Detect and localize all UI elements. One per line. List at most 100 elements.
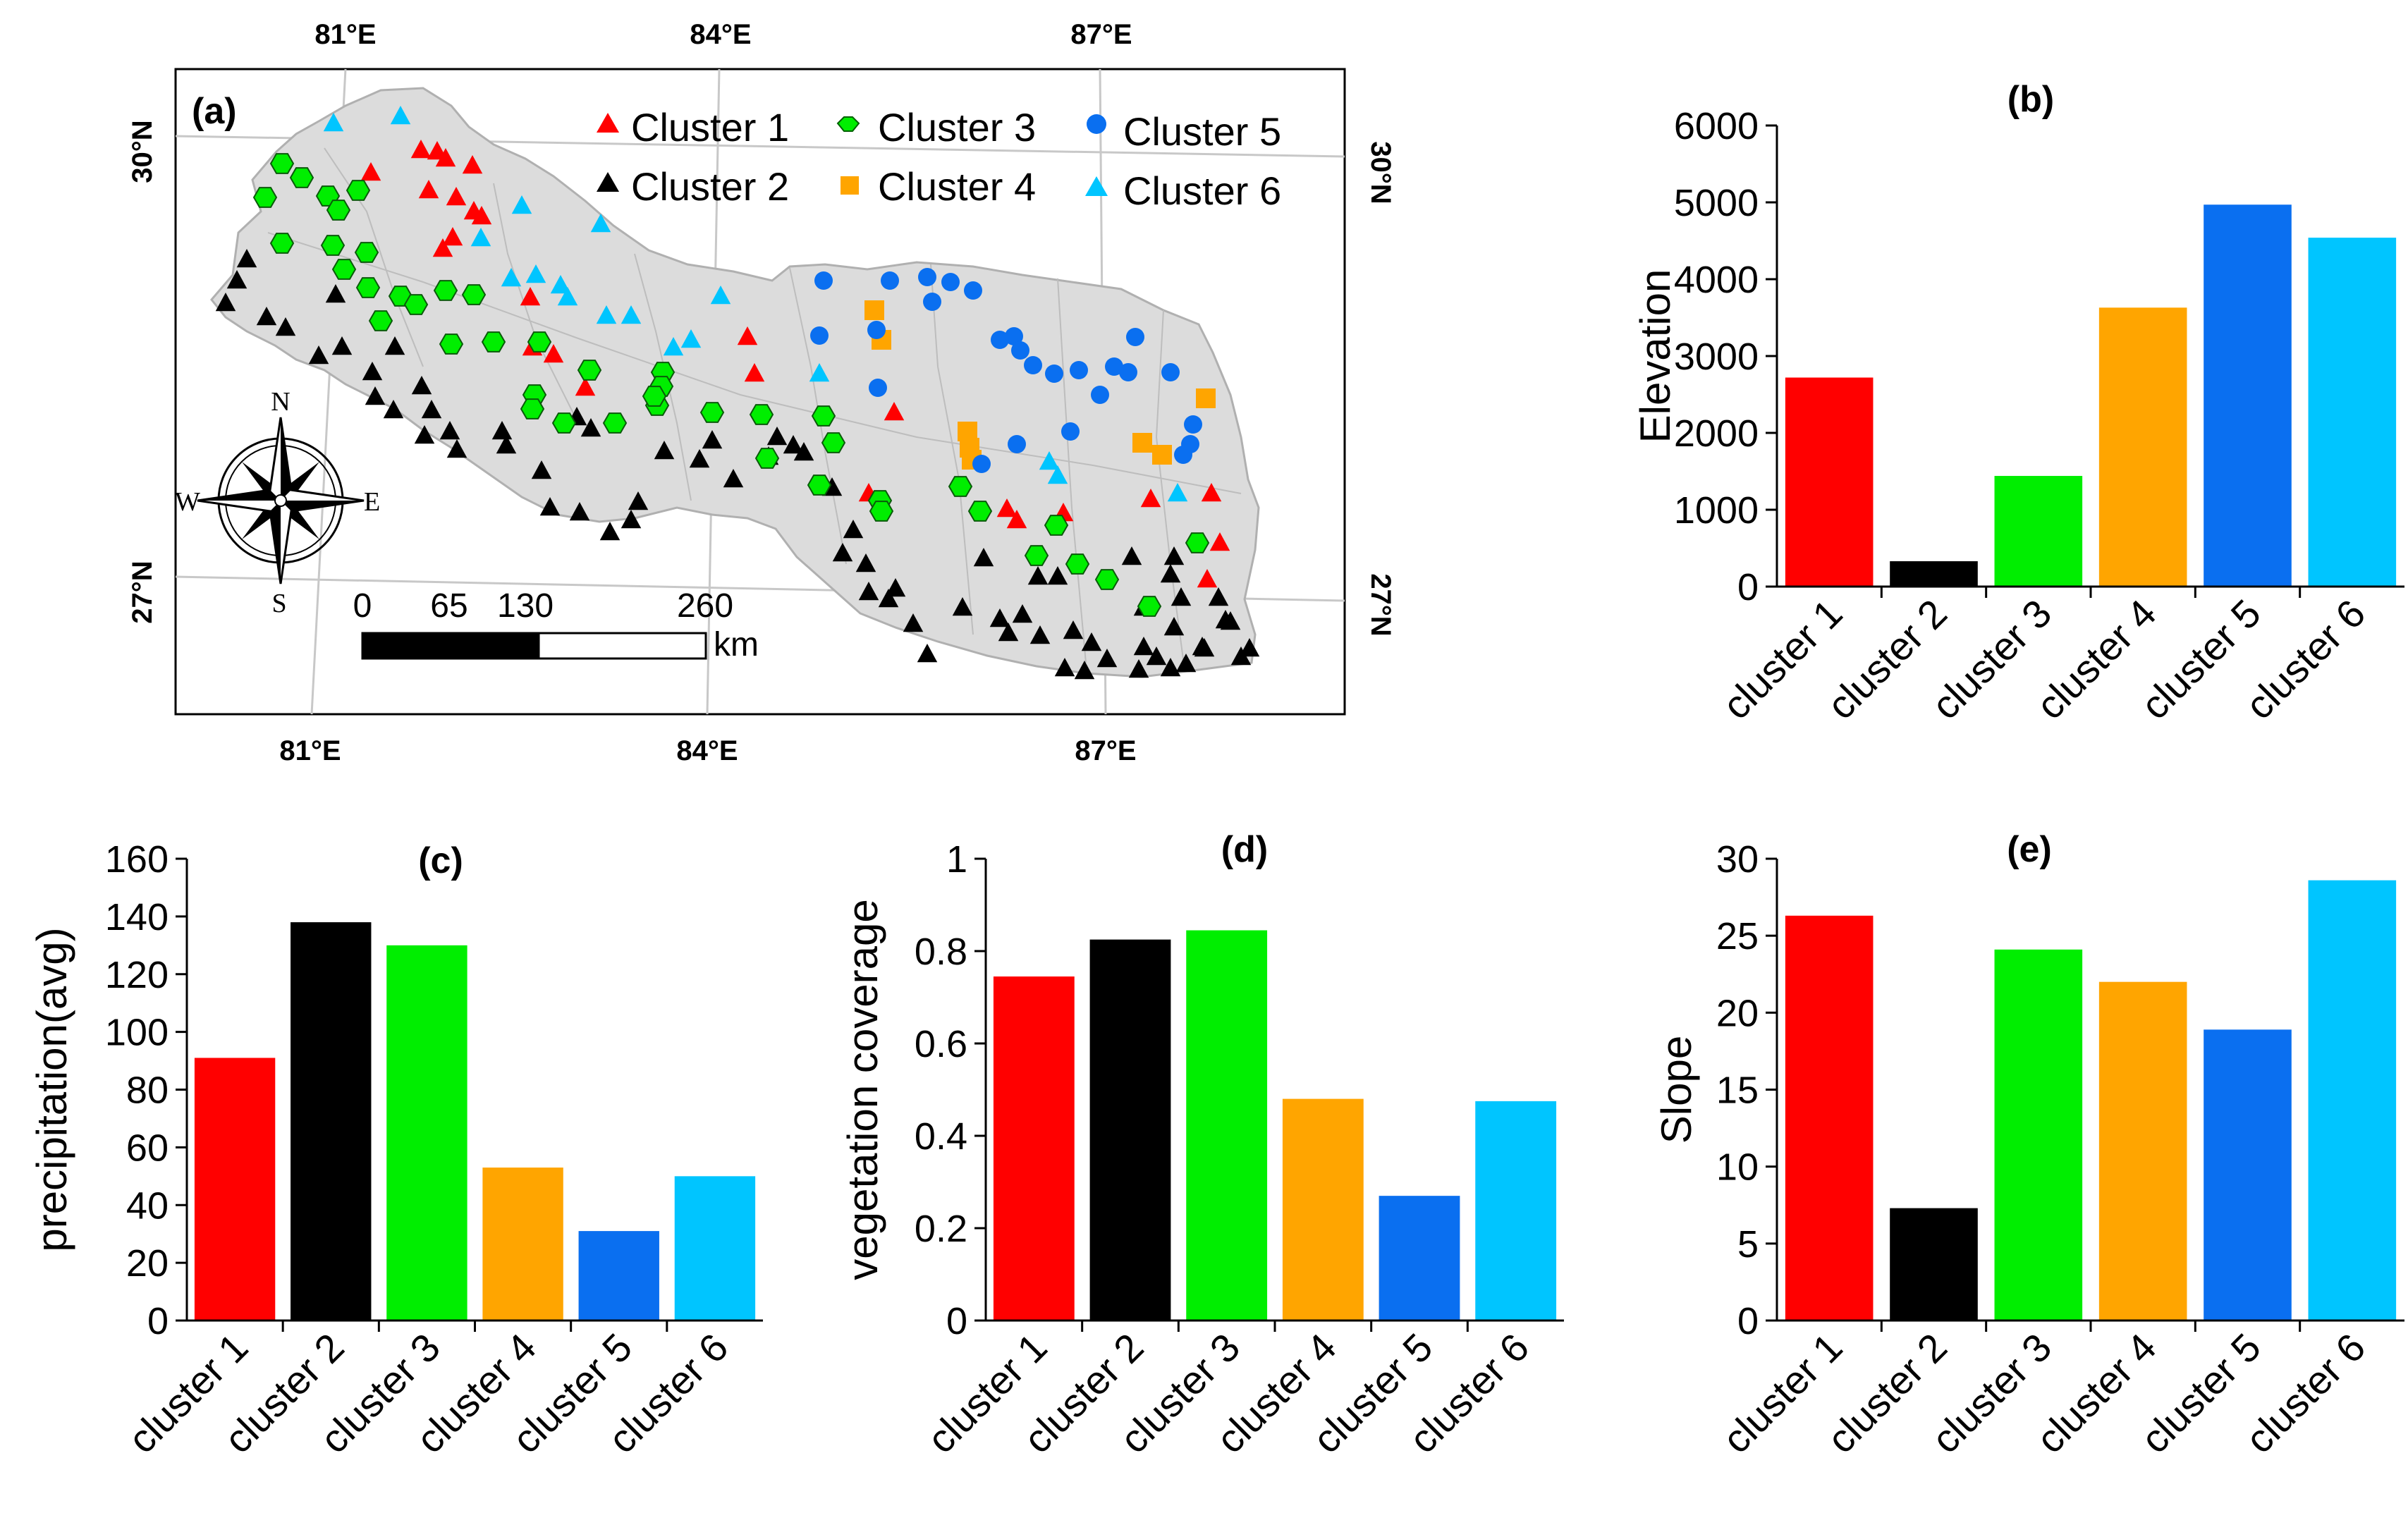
station-marker-cluster-6 <box>390 106 411 125</box>
station-marker-cluster-2 <box>1133 637 1154 656</box>
station-marker-cluster-1 <box>432 238 453 257</box>
y-tick-label: 5 <box>1737 1223 1759 1266</box>
station-marker-cluster-1 <box>996 498 1017 517</box>
bar-e-cluster-6 <box>2308 880 2397 1321</box>
lon-label-bottom-84: 84°E <box>676 735 738 766</box>
station-marker-cluster-3 <box>527 331 552 353</box>
station-marker-cluster-5 <box>869 379 887 397</box>
station-marker-cluster-2 <box>1160 658 1181 677</box>
station-marker-cluster-6 <box>511 195 532 214</box>
bar-d-cluster-1 <box>993 976 1075 1321</box>
station-marker-cluster-1 <box>520 287 541 306</box>
station-marker-cluster-5 <box>964 281 982 300</box>
y-axis-label: vegetation coverage <box>839 899 886 1280</box>
station-marker-cluster-2 <box>331 336 353 355</box>
lat-label-left-27: 27°N <box>127 561 158 623</box>
station-marker-cluster-6 <box>1039 451 1060 470</box>
station-marker-cluster-2 <box>689 449 710 468</box>
station-marker-cluster-2 <box>973 548 994 567</box>
station-marker-cluster-3 <box>354 242 379 263</box>
station-marker-cluster-2 <box>998 623 1019 642</box>
station-marker-cluster-3 <box>461 284 487 305</box>
y-tick-label: 0.8 <box>915 931 967 973</box>
station-marker-cluster-2 <box>1146 647 1167 666</box>
bar-c-cluster-5 <box>578 1231 659 1321</box>
station-marker-cluster-5 <box>1061 422 1080 441</box>
station-marker-cluster-2 <box>599 522 621 541</box>
compass-n-label: N <box>271 387 290 417</box>
station-marker-cluster-6 <box>1167 483 1188 502</box>
station-marker-cluster-2 <box>439 421 460 440</box>
station-marker-cluster-2 <box>308 345 329 365</box>
station-marker-cluster-2 <box>1175 654 1197 673</box>
station-marker-cluster-3 <box>948 476 973 497</box>
station-marker-cluster-2 <box>256 307 277 326</box>
station-marker-cluster-6 <box>590 214 611 233</box>
station-marker-cluster-2 <box>1063 620 1084 639</box>
station-marker-cluster-5 <box>1008 435 1026 453</box>
station-marker-cluster-2 <box>621 510 642 529</box>
station-marker-cluster-5 <box>1005 327 1023 345</box>
map-panel: (a) 81°E 84°E 87°E 81°E 84°E 87°E 30°N 2… <box>127 19 1396 766</box>
station-marker-cluster-2 <box>569 502 590 521</box>
station-marker-cluster-2 <box>903 613 924 632</box>
station-marker-cluster-2 <box>832 543 853 562</box>
station-marker-cluster-3 <box>403 294 429 315</box>
y-tick-label: 25 <box>1716 915 1759 957</box>
station-marker-cluster-3 <box>869 501 894 522</box>
compass-s-label: S <box>271 589 286 618</box>
station-marker-cluster-2 <box>885 578 906 597</box>
lon-label-bottom-87: 87°E <box>1075 735 1136 766</box>
station-marker-cluster-2 <box>1160 564 1181 583</box>
station-marker-cluster-3 <box>481 331 506 353</box>
station-marker-cluster-3 <box>331 259 357 280</box>
station-marker-cluster-5 <box>1126 328 1144 346</box>
station-marker-cluster-2 <box>1171 587 1192 606</box>
station-marker-cluster-2 <box>989 608 1010 627</box>
y-tick-label: 4000 <box>1674 259 1759 301</box>
station-marker-cluster-2 <box>917 644 938 663</box>
legend-marker-cluster-3 <box>836 116 860 132</box>
map-panel-label: (a) <box>192 91 237 132</box>
station-marker-cluster-2 <box>414 425 435 444</box>
station-marker-cluster-2 <box>325 284 346 303</box>
station-marker-cluster-5 <box>1091 386 1109 404</box>
station-marker-cluster-1 <box>543 344 564 363</box>
station-marker-cluster-6 <box>501 268 522 287</box>
y-tick-label: 120 <box>105 954 169 996</box>
y-tick-label: 0.2 <box>915 1208 967 1250</box>
station-marker-cluster-5 <box>1119 363 1137 381</box>
bar-d-cluster-2 <box>1089 939 1171 1321</box>
station-marker-cluster-3 <box>368 310 393 331</box>
station-marker-cluster-3 <box>346 180 371 201</box>
bar-c-cluster-1 <box>194 1058 276 1321</box>
station-marker-cluster-1 <box>410 140 432 159</box>
station-marker-cluster-1 <box>435 148 456 167</box>
station-marker-cluster-2 <box>1121 546 1142 565</box>
station-marker-cluster-1 <box>737 326 758 345</box>
y-tick-label: 0.6 <box>915 1023 967 1065</box>
lat-label-right-27: 27°N <box>1365 573 1396 636</box>
station-marker-cluster-2 <box>793 442 814 461</box>
bar-e-cluster-1 <box>1785 915 1874 1321</box>
chart-title: (c) <box>418 840 463 881</box>
bar-e-cluster-5 <box>2204 1029 2292 1321</box>
station-marker-cluster-5 <box>972 455 991 473</box>
station-marker-cluster-6 <box>663 337 684 356</box>
bar-b-cluster-4 <box>2098 307 2187 587</box>
station-marker-cluster-4 <box>864 300 884 320</box>
bar-c-cluster-3 <box>386 945 467 1321</box>
scale-bar: 0 65 130 260 km <box>353 587 759 663</box>
station-marker-cluster-2 <box>236 249 257 268</box>
y-tick-label: 140 <box>105 896 169 938</box>
station-marker-cluster-6 <box>710 286 731 305</box>
station-marker-cluster-3 <box>269 153 295 174</box>
station-marker-cluster-2 <box>858 582 879 601</box>
y-tick-label: 1000 <box>1674 489 1759 532</box>
station-marker-cluster-3 <box>320 235 346 256</box>
y-tick-label: 160 <box>105 838 169 881</box>
station-marker-cluster-5 <box>1174 446 1192 464</box>
station-marker-cluster-5 <box>1045 365 1063 383</box>
compass-rose: N S E W <box>175 387 380 618</box>
